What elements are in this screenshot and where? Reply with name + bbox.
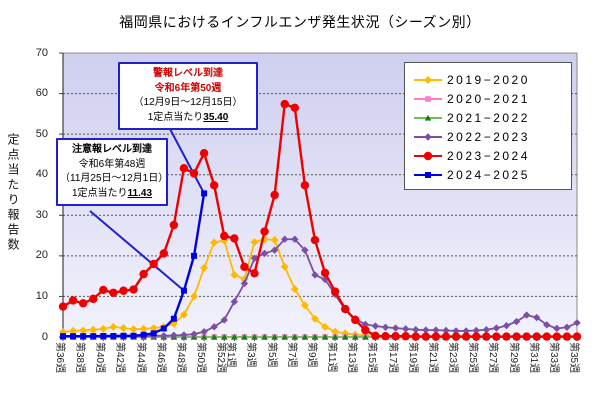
x-tick-label: 第36週 bbox=[54, 342, 65, 374]
x-tick-label: 第42週 bbox=[114, 342, 126, 374]
x-tick-label: 第5週 bbox=[265, 342, 277, 368]
x-tick-label: 第23週 bbox=[447, 342, 459, 374]
x-tick-label: 第25週 bbox=[467, 342, 479, 374]
y-tick-label: 20 bbox=[35, 249, 48, 262]
x-tick-label: 第9週 bbox=[305, 342, 317, 368]
caution-value: 11.43 bbox=[127, 187, 153, 199]
legend-label: 2024−2025 bbox=[447, 167, 530, 182]
y-tick-label: 50 bbox=[35, 127, 48, 140]
x-tick-label: 第31週 bbox=[527, 342, 539, 374]
legend-item-2021−2022: 2021−2022 bbox=[413, 108, 563, 127]
warning-line4: 1定点当たり35.40 bbox=[147, 111, 229, 123]
x-tick-label: 第3週 bbox=[245, 342, 257, 368]
x-tick-label: 第11週 bbox=[326, 342, 338, 373]
caution-line1: 注意報レベル到達 bbox=[72, 144, 152, 155]
legend-marker-diamond-icon bbox=[414, 132, 442, 141]
legend-item-2023−2024: 2023−2024 bbox=[413, 146, 563, 165]
x-tick-label: 第15週 bbox=[366, 342, 378, 374]
x-tick-label: 第17週 bbox=[386, 342, 398, 374]
x-tick-label: 第50週 bbox=[195, 342, 207, 374]
x-tick-label: 第29週 bbox=[507, 342, 519, 374]
warning-leader-line bbox=[169, 128, 205, 194]
warning-line2: 令和6年第50週 bbox=[154, 82, 222, 94]
y-axis-title: 定点当たり報告数 bbox=[6, 133, 20, 253]
warning-line1: 警報レベル到達 bbox=[153, 68, 223, 79]
y-tick-label: 0 bbox=[41, 330, 48, 343]
chart-legend: 2019−2020 2020−2021 2021−2022 2022−2023 2023… bbox=[404, 62, 572, 190]
x-tick-label: 第1週 bbox=[225, 342, 237, 368]
x-tick-label: 第13週 bbox=[346, 342, 358, 374]
legend-label: 2022−2023 bbox=[447, 129, 530, 144]
warning-level-annotation: 警報レベル到達 令和6年第50週 （12月9日～12月15日） 1定点当たり35… bbox=[118, 62, 258, 130]
y-tick-label: 70 bbox=[35, 46, 48, 59]
legend-item-2024−2025: 2024−2025 bbox=[413, 165, 563, 184]
legend-marker-circle-icon bbox=[414, 151, 442, 160]
x-tick-label: 第38週 bbox=[74, 342, 86, 374]
x-tick-label: 第21週 bbox=[426, 342, 438, 374]
x-tick-label: 第46週 bbox=[154, 342, 166, 374]
x-tick-label: 第48週 bbox=[174, 342, 186, 374]
series-2023−2024 bbox=[58, 99, 582, 341]
legend-item-2019−2020: 2019−2020 bbox=[413, 70, 563, 89]
chart-title: 福岡県におけるインフルエンザ発生状況（シーズン別） bbox=[119, 14, 481, 30]
warning-line3: （12月9日～12月15日） bbox=[133, 97, 243, 108]
x-tick-label: 第7週 bbox=[285, 342, 297, 368]
legend-label: 2021−2022 bbox=[447, 110, 530, 125]
x-tick-label: 第33週 bbox=[547, 342, 559, 374]
y-tick-label: 60 bbox=[35, 87, 48, 100]
x-tick-label: 第27週 bbox=[487, 342, 499, 374]
caution-line4: 1定点当たり11.43 bbox=[71, 187, 153, 199]
series-2024−2025 bbox=[60, 190, 208, 340]
x-tick-label: 第19週 bbox=[406, 342, 418, 374]
x-tick-label: 第44週 bbox=[134, 342, 146, 374]
legend-item-2020−2021: 2020−2021 bbox=[413, 89, 563, 108]
y-tick-label: 30 bbox=[35, 208, 48, 221]
legend-item-2022−2023: 2022−2023 bbox=[413, 127, 563, 146]
warning-value: 35.40 bbox=[203, 111, 229, 123]
legend-marker-diamond-icon bbox=[414, 75, 442, 84]
caution-line2: 令和6年第48週 bbox=[78, 158, 146, 170]
legend-marker-square-icon bbox=[414, 171, 442, 178]
y-tick-label: 10 bbox=[35, 289, 48, 302]
x-tick-label: 第40週 bbox=[94, 342, 106, 374]
legend-label: 2020−2021 bbox=[447, 91, 530, 106]
caution-line3: （11月25日～12月1日） bbox=[60, 173, 169, 184]
caution-leader-line bbox=[89, 210, 185, 292]
x-tick-label: 第35週 bbox=[568, 342, 579, 374]
caution-level-annotation: 注意報レベル到達 令和6年第48週 （11月25日～12月1日） 1定点当たり1… bbox=[56, 138, 168, 206]
legend-marker-square-icon bbox=[414, 95, 442, 102]
legend-label: 2019−2020 bbox=[447, 72, 530, 87]
y-tick-label: 40 bbox=[35, 168, 48, 181]
legend-marker-triangle-icon bbox=[414, 114, 442, 121]
legend-label: 2023−2024 bbox=[447, 148, 530, 163]
